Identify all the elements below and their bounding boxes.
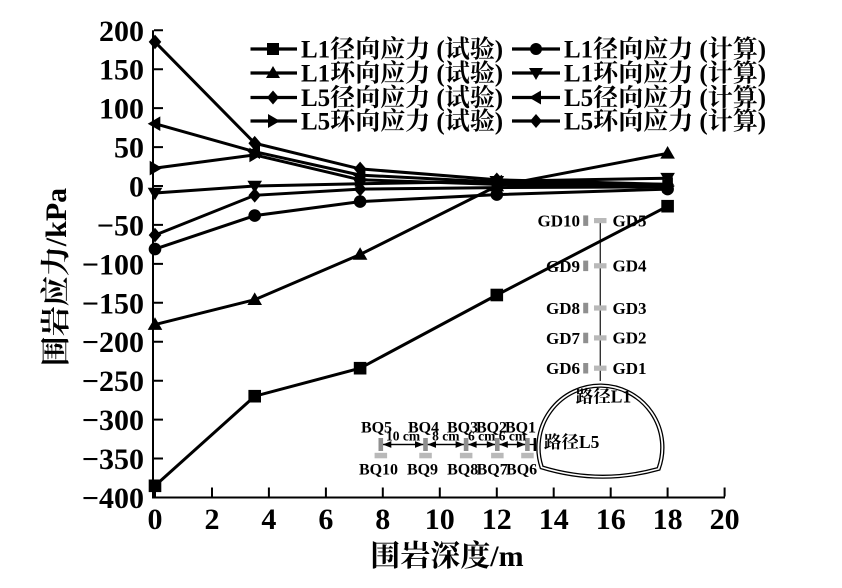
svg-text:): )	[758, 85, 766, 112]
svg-text:L1: L1	[301, 61, 330, 88]
svg-text:L5: L5	[301, 85, 330, 112]
svg-text:L5: L5	[564, 109, 593, 136]
svg-text:GD1: GD1	[613, 359, 647, 378]
svg-text:): )	[495, 61, 503, 88]
svg-text:(: (	[699, 37, 707, 64]
svg-text:150: 150	[99, 54, 144, 87]
svg-text:6: 6	[318, 503, 333, 536]
svg-text:0: 0	[148, 503, 163, 536]
svg-text:(: (	[436, 37, 444, 64]
svg-text:−100: −100	[82, 248, 144, 281]
svg-text:GD3: GD3	[613, 299, 647, 318]
svg-text:BQ3: BQ3	[447, 420, 478, 437]
svg-text:BQ9: BQ9	[407, 462, 438, 479]
svg-text:BQ6: BQ6	[506, 462, 537, 479]
svg-text:10: 10	[425, 503, 455, 536]
svg-text:(: (	[699, 109, 707, 136]
svg-text:BQ5: BQ5	[361, 420, 392, 437]
svg-text:100: 100	[99, 93, 144, 126]
svg-text:BQ10: BQ10	[359, 462, 398, 479]
svg-text:(: (	[699, 85, 707, 112]
svg-text:−50: −50	[97, 209, 144, 242]
svg-text:L5: L5	[301, 109, 330, 136]
svg-text:GD2: GD2	[613, 329, 647, 348]
svg-text:GD4: GD4	[613, 257, 648, 276]
svg-text:−300: −300	[82, 404, 144, 437]
svg-text:6 cm: 6 cm	[499, 428, 527, 443]
svg-text:/kPa: /kPa	[40, 188, 73, 247]
svg-text:200: 200	[99, 15, 144, 48]
svg-text:/m: /m	[489, 540, 523, 573]
svg-text:): )	[758, 61, 766, 88]
svg-text:GD9: GD9	[546, 257, 580, 276]
svg-text:6 cm: 6 cm	[468, 428, 496, 443]
svg-text:20: 20	[710, 503, 740, 536]
svg-text:18: 18	[653, 503, 683, 536]
svg-text:BQ7: BQ7	[477, 462, 508, 479]
svg-text:BQ2: BQ2	[476, 420, 507, 437]
svg-text:): )	[758, 109, 766, 136]
svg-text:4: 4	[261, 503, 276, 536]
svg-text:L1: L1	[611, 387, 631, 407]
svg-text:(: (	[436, 109, 444, 136]
svg-text:2: 2	[205, 503, 220, 536]
svg-text:10 cm: 10 cm	[386, 428, 421, 443]
svg-text:): )	[758, 37, 766, 64]
svg-text:−350: −350	[82, 443, 144, 476]
svg-text:8: 8	[375, 503, 390, 536]
svg-text:BQ8: BQ8	[447, 462, 478, 479]
svg-text:0: 0	[129, 171, 144, 204]
svg-text:L1: L1	[564, 37, 593, 64]
svg-text:12: 12	[482, 503, 512, 536]
svg-text:(: (	[699, 61, 707, 88]
svg-text:L5: L5	[579, 432, 600, 452]
svg-text:L1: L1	[301, 37, 330, 64]
svg-text:): )	[495, 37, 503, 64]
svg-text:50: 50	[114, 132, 144, 165]
svg-text:L1: L1	[564, 61, 593, 88]
svg-text:): )	[495, 85, 503, 112]
svg-text:14: 14	[539, 503, 569, 536]
svg-text:(: (	[436, 61, 444, 88]
svg-text:(: (	[436, 85, 444, 112]
svg-text:GD10: GD10	[538, 212, 581, 231]
svg-text:): )	[495, 109, 503, 136]
svg-text:GD5: GD5	[613, 211, 647, 230]
svg-text:BQ4: BQ4	[408, 420, 439, 437]
svg-text:8 cm: 8 cm	[432, 428, 460, 443]
svg-text:GD7: GD7	[546, 329, 581, 348]
svg-text:L5: L5	[564, 85, 593, 112]
svg-text:−200: −200	[82, 326, 144, 359]
svg-text:GD8: GD8	[546, 299, 580, 318]
svg-text:−150: −150	[82, 287, 144, 320]
svg-text:−250: −250	[82, 365, 144, 398]
svg-text:BQ1: BQ1	[505, 420, 536, 437]
svg-text:GD6: GD6	[546, 359, 580, 378]
svg-text:16: 16	[596, 503, 626, 536]
svg-text:−400: −400	[82, 482, 144, 515]
